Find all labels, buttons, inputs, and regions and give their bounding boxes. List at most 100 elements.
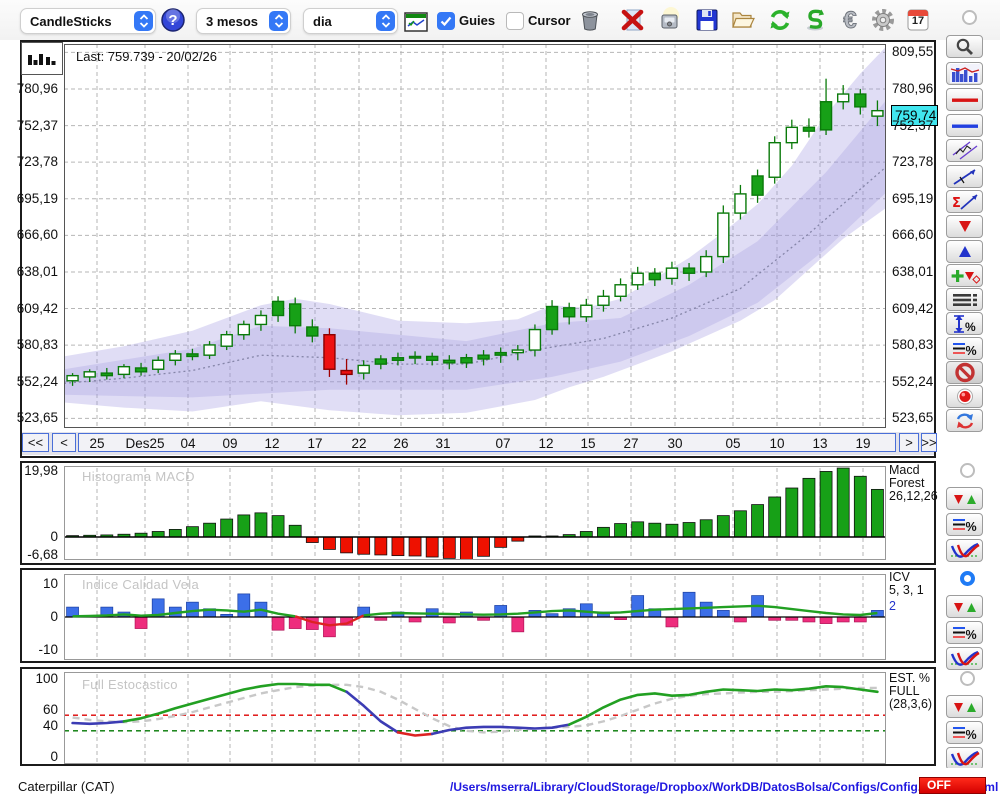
price-axis-label: 666,60 (16, 227, 58, 243)
save-icon[interactable] (694, 7, 720, 33)
price-axis-label: 809,55 (892, 44, 934, 60)
select-stepper-icon (376, 11, 395, 31)
date-axis-box (78, 433, 896, 452)
mini-chart-window-icon[interactable] (403, 9, 429, 35)
price-axis-label: 780,96 (892, 80, 934, 96)
macd-plot[interactable] (64, 466, 886, 560)
price-axis-label: 552,24 (16, 373, 58, 389)
macd-arrows-button[interactable] (946, 487, 983, 510)
macd-title: Histograma MACD (82, 469, 195, 484)
stoch-info: EST. % FULL (28,3,6) (889, 671, 933, 711)
snapshot-icon[interactable] (657, 7, 683, 33)
svg-text:?: ? (168, 12, 177, 29)
nav-date-label: 04 (180, 436, 196, 451)
nav-date-label: 12 (264, 436, 280, 451)
block-icon[interactable] (946, 361, 983, 384)
stoch-curves-button[interactable] (946, 747, 983, 770)
interval-value: dia (313, 13, 332, 29)
stoch-percent-button[interactable]: % (946, 721, 983, 744)
nav-date-label: 19 (855, 436, 871, 451)
config-path-label: /Users/mserra/Library/CloudStorage/Dropb… (450, 780, 999, 794)
stoch-axis-label: 0 (50, 749, 58, 764)
price-axis-label: 666,60 (892, 227, 934, 243)
cursor-checkbox[interactable] (506, 12, 524, 30)
icv-percent-button[interactable]: % (946, 621, 983, 644)
lines-percent-icon[interactable]: % (946, 337, 983, 360)
blue-line-icon[interactable] (946, 114, 983, 137)
price-axis-label: 695,19 (892, 190, 934, 206)
macd-axis-label: 0 (50, 529, 58, 544)
select-stepper-icon (134, 11, 153, 31)
price-axis-label: 609,42 (892, 300, 934, 316)
sigma-trend-icon[interactable]: Σ (946, 190, 983, 213)
svg-text:%: % (965, 320, 976, 334)
swap-arrows-icon[interactable] (946, 409, 983, 432)
sync-icon[interactable] (802, 7, 828, 33)
price-axis-label: 580,83 (16, 337, 58, 353)
period-select[interactable]: 3 mesos (196, 8, 291, 34)
nav-date-label: 05 (725, 436, 741, 451)
open-folder-icon[interactable] (730, 7, 756, 33)
nav-date-label: 27 (623, 436, 639, 451)
add-remove-markers-icon[interactable] (946, 264, 983, 287)
main-chart-radio[interactable] (962, 10, 977, 25)
stoch-panel-radio[interactable] (960, 671, 975, 686)
guies-checkbox[interactable] (437, 12, 455, 30)
macd-panel-radio[interactable] (960, 463, 975, 478)
svg-text:%: % (965, 520, 976, 534)
record-icon[interactable] (946, 385, 983, 408)
refresh-icon[interactable] (767, 7, 793, 33)
candlestick-plot[interactable] (64, 44, 886, 428)
select-stepper-icon (269, 11, 288, 31)
help-icon[interactable]: ? (160, 7, 186, 33)
icv-axis-label: 0 (50, 609, 58, 624)
macd-percent-button[interactable]: % (946, 513, 983, 536)
period-value: 3 mesos (206, 13, 259, 29)
macd-axis-label: -6,68 (27, 547, 58, 562)
settings-gear-icon[interactable] (870, 7, 896, 33)
status-bar: Caterpillar (CAT) /Users/mserra/Library/… (0, 768, 1000, 800)
nav-date-label: 31 (435, 436, 451, 451)
off-button[interactable]: OFF (919, 777, 986, 794)
red-line-icon[interactable] (946, 88, 983, 111)
price-axis-label: 523,65 (892, 410, 934, 426)
stoch-plot[interactable] (64, 672, 886, 764)
price-axis-label: 552,24 (892, 373, 934, 389)
nav-first-button[interactable]: << (22, 433, 49, 452)
nav-next-button[interactable]: > (899, 433, 919, 452)
triple-lines-icon[interactable] (946, 288, 983, 311)
trash-icon[interactable] (577, 7, 603, 33)
nav-date-label: 30 (667, 436, 683, 451)
svg-text:%: % (965, 628, 976, 642)
st-title: Full Estocastico (82, 677, 178, 692)
interval-select[interactable]: dia (303, 8, 398, 34)
chart-style-indicator[interactable] (21, 42, 63, 75)
arrow-up-icon[interactable] (946, 240, 983, 263)
arrow-down-icon[interactable] (946, 215, 983, 238)
trendline-icon[interactable] (946, 165, 983, 188)
stoch-arrows-button[interactable] (946, 695, 983, 718)
zoom-icon[interactable] (946, 35, 983, 58)
icv-curves-button[interactable] (946, 647, 983, 670)
delete-x-icon[interactable] (620, 7, 646, 33)
channel-icon[interactable] (946, 139, 983, 162)
guies-label: Guies (459, 13, 496, 28)
macd-info: Macd Forest 26,12,26 (889, 463, 938, 503)
icv-arrows-button[interactable] (946, 595, 983, 618)
nav-prev-button[interactable]: < (52, 433, 76, 452)
nav-last-button[interactable]: >> (921, 433, 937, 452)
icv-panel-radio[interactable] (960, 571, 975, 586)
svg-text:€: € (843, 7, 856, 33)
vertical-percent-icon[interactable]: % (946, 312, 983, 335)
volume-histogram-icon[interactable] (946, 62, 983, 85)
chart-type-select[interactable]: CandleSticks (20, 8, 156, 34)
euro-icon[interactable]: € (837, 7, 863, 33)
symbol-label: Caterpillar (CAT) (18, 779, 115, 794)
macd-curves-button[interactable] (946, 539, 983, 562)
icv-info: ICV 5, 3, 1 (889, 570, 924, 597)
svg-text:Σ: Σ (952, 196, 961, 211)
calendar-icon[interactable]: 17 (905, 7, 931, 33)
icv-plot[interactable] (64, 574, 886, 660)
price-axis-label: 638,01 (892, 263, 934, 279)
